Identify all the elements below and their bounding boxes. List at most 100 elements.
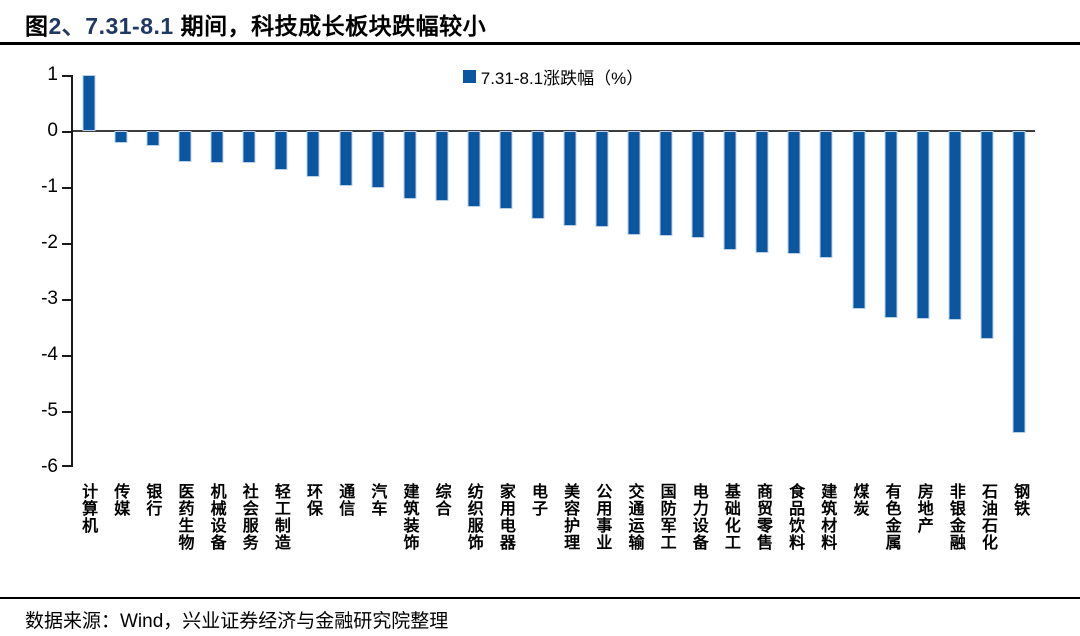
x-label-slot: 纺织服饰	[457, 483, 489, 551]
y-tick-label: -3	[41, 288, 58, 309]
x-label-slot: 家用电器	[489, 483, 521, 551]
chart-title-number: 2、7.31-8.1	[48, 13, 174, 39]
x-axis-labels: 计算机 传媒 银行 医药生物 机械设备 社会服务 轻工制造 环保 通信 汽车 建筑装饰 综合 纺织服饰家…	[71, 483, 1035, 551]
bar-slot	[297, 75, 329, 467]
x-category-label: 传媒	[111, 483, 129, 517]
bar-slot	[105, 75, 137, 467]
x-category-label: 国防军工	[657, 483, 675, 551]
y-tick-mark	[62, 465, 71, 467]
bar-slot	[843, 75, 875, 467]
y-tick-label: -6	[41, 456, 58, 477]
x-label-slot: 公用事业	[585, 483, 617, 551]
chart-bar-有色金属	[884, 131, 898, 319]
chart-bar-综合	[435, 131, 449, 201]
chart-title: 图2、7.31-8.1 期间，科技成长板块跌幅较小	[25, 7, 486, 41]
chart-bar-食品饮料	[787, 131, 801, 254]
bar-slot	[971, 75, 1003, 467]
title-divider	[0, 42, 1080, 45]
bar-slot	[233, 75, 265, 467]
x-category-label: 通信	[336, 483, 354, 517]
y-tick-mark	[62, 75, 71, 77]
x-category-label: 机械设备	[207, 483, 225, 551]
bar-slot	[201, 75, 233, 467]
y-tick-label: -2	[41, 232, 58, 253]
x-label-slot: 电力设备	[682, 483, 714, 551]
plot-area	[62, 75, 1035, 467]
chart-bar-环保	[306, 131, 320, 177]
chart-bar-建筑装饰	[403, 131, 417, 200]
chart-bar-轻工制造	[274, 131, 288, 171]
y-tick-mark	[62, 131, 71, 133]
x-category-label: 纺织服饰	[464, 483, 482, 551]
x-label-slot: 有色金属	[875, 483, 907, 551]
x-category-label: 建筑材料	[818, 483, 836, 551]
chart-title-prefix: 图	[25, 13, 49, 39]
chart-bar-美容护理	[563, 131, 577, 227]
y-tick-mark	[62, 187, 71, 189]
footer-divider	[0, 597, 1080, 599]
x-label-slot: 银行	[135, 483, 167, 551]
bar-slot	[73, 75, 105, 467]
chart-bar-家用电器	[499, 131, 513, 210]
bar-slot	[714, 75, 746, 467]
x-label-slot: 环保	[296, 483, 328, 551]
y-tick-label: -1	[41, 176, 58, 197]
x-label-slot: 综合	[425, 483, 457, 551]
bar-slot	[490, 75, 522, 467]
y-tick-mark	[62, 411, 71, 413]
x-label-slot: 非银金融	[939, 483, 971, 551]
legend-swatch-icon	[462, 70, 476, 83]
x-category-label: 基础化工	[721, 483, 739, 551]
zero-baseline	[73, 130, 1035, 132]
legend-label: 7.31-8.1涨跌幅（%）	[480, 69, 644, 88]
x-label-slot: 食品饮料	[778, 483, 810, 551]
chart-bar-石油石化	[980, 131, 994, 340]
chart-bar-非银金融	[948, 131, 962, 321]
x-label-slot: 社会服务	[232, 483, 264, 551]
chart-bar-公用事业	[595, 131, 609, 228]
x-label-slot: 煤炭	[842, 483, 874, 551]
x-category-label: 综合	[432, 483, 450, 517]
x-category-label: 交通运输	[625, 483, 643, 551]
x-label-slot: 传媒	[103, 483, 135, 551]
y-tick-mark	[62, 355, 71, 357]
chart-bar-机械设备	[210, 131, 224, 163]
x-label-slot: 基础化工	[714, 483, 746, 551]
y-axis-labels: 1 0 -1 -2 -3 -4 -5 -6	[0, 64, 58, 477]
bar-slot	[586, 75, 618, 467]
x-category-label: 有色金属	[882, 483, 900, 551]
x-label-slot: 汽车	[360, 483, 392, 551]
x-label-slot: 房地产	[907, 483, 939, 551]
chart-bar-纺织服饰	[467, 131, 481, 207]
x-label-slot: 机械设备	[200, 483, 232, 551]
bar-slot	[907, 75, 939, 467]
x-label-slot: 通信	[328, 483, 360, 551]
x-label-slot: 计算机	[71, 483, 103, 551]
y-tick-label: 0	[47, 120, 58, 141]
bar-slot	[682, 75, 714, 467]
chart-bar-电力设备	[691, 131, 705, 238]
chart-title-text: 期间，科技成长板块跌幅较小	[173, 13, 487, 39]
bar-slot	[458, 75, 490, 467]
x-category-label: 建筑装饰	[400, 483, 418, 551]
chart-legend: 7.31-8.1涨跌幅（%）	[71, 64, 1035, 89]
x-category-label: 商贸零售	[754, 483, 772, 551]
chart-bar-传媒	[114, 131, 128, 144]
bar-slot	[362, 75, 394, 467]
x-category-label: 公用事业	[593, 483, 611, 551]
y-tick-mark	[62, 299, 71, 301]
chart-bar-基础化工	[723, 131, 737, 250]
chart-bar-医药生物	[178, 131, 192, 163]
chart-bar-建筑材料	[819, 131, 833, 259]
x-category-label: 食品饮料	[786, 483, 804, 551]
bar-slot	[426, 75, 458, 467]
x-category-label: 非银金融	[946, 483, 964, 551]
x-label-slot: 美容护理	[553, 483, 585, 551]
x-label-slot: 国防军工	[650, 483, 682, 551]
chart-bar-电子	[531, 131, 545, 220]
chart-bar-房地产	[916, 131, 930, 320]
x-category-label: 轻工制造	[271, 483, 289, 551]
y-tick-label: -4	[41, 344, 58, 365]
bar-slot	[554, 75, 586, 467]
chart-bar-商贸零售	[755, 131, 769, 253]
